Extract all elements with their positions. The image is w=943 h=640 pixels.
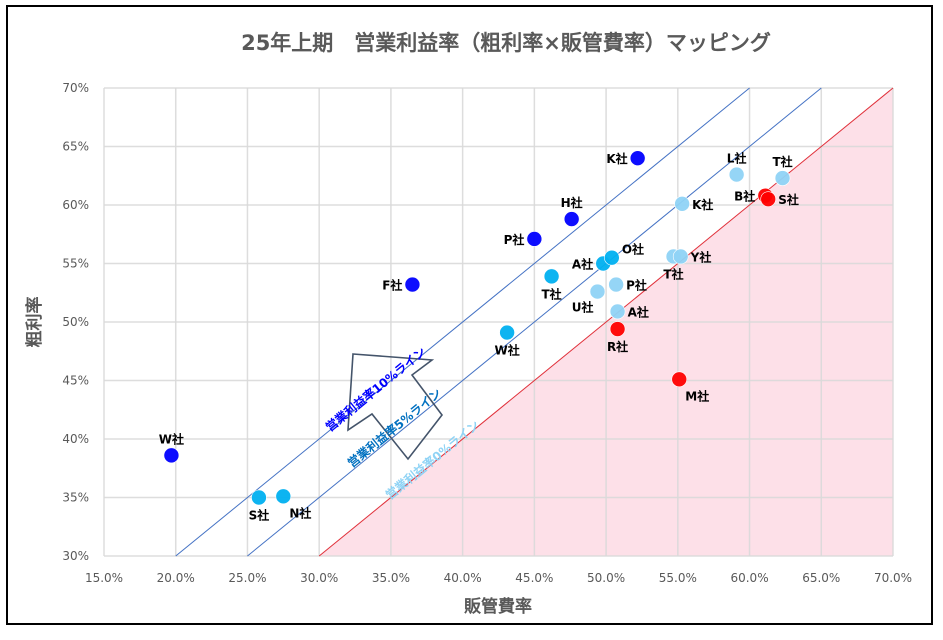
x-tick-label: 55.0%	[659, 571, 697, 585]
data-point	[609, 321, 626, 337]
data-point	[251, 489, 267, 506]
x-axis-title: 販管費率	[464, 596, 532, 617]
reference-line	[175, 87, 750, 557]
data-label: H社	[561, 195, 583, 210]
x-tick-label: 30.0%	[300, 571, 338, 585]
y-axis-title: 粗利率	[24, 297, 45, 348]
x-tick-label: 15.0%	[85, 571, 123, 585]
data-point	[629, 150, 646, 166]
data-point	[404, 276, 421, 293]
y-tick-label: 70%	[62, 81, 89, 95]
block-arrow-icon	[347, 353, 444, 461]
data-label: A社	[628, 304, 649, 319]
reference-line	[318, 87, 894, 557]
data-point	[608, 276, 624, 293]
chart-title: 25年上期 営業利益率（粗利率×販管費率）マッピング	[241, 31, 771, 55]
y-tick-label: 65%	[62, 140, 89, 154]
data-point	[543, 268, 560, 285]
data-label: T社	[663, 266, 683, 281]
data-label: F社	[382, 278, 402, 293]
x-tick-label: 35.0%	[372, 571, 410, 585]
y-tick-label: 55%	[62, 257, 89, 271]
x-tick-label: 65.0%	[802, 571, 840, 585]
y-tick-label: 40%	[62, 432, 89, 446]
data-label: U社	[572, 300, 594, 315]
y-tick-label: 50%	[62, 315, 89, 329]
data-label: Y社	[690, 249, 712, 264]
data-label: M社	[685, 388, 709, 403]
x-tick-label: 50.0%	[587, 571, 625, 585]
reference-lines	[175, 87, 894, 557]
reference-line	[247, 87, 822, 557]
x-tick-label: 70.0%	[874, 571, 912, 585]
data-labels: W社 S社 N社 F社 W社 P社 H社 T社 A社 O社 U社 P社 A社 R社 K社 K社 T社 Y社 M社 L社…	[159, 151, 799, 523]
x-tick-label: 25.0%	[228, 571, 266, 585]
data-point	[671, 371, 688, 388]
data-point	[589, 283, 606, 300]
data-label: W社	[494, 343, 519, 358]
data-label: P社	[626, 278, 647, 293]
data-point	[774, 170, 791, 186]
data-label: K社	[606, 151, 627, 166]
data-label: L社	[727, 151, 747, 166]
y-axis-ticks: 30% 35% 40% 45% 50% 55% 60% 65% 70%	[62, 81, 89, 563]
data-point	[672, 248, 689, 265]
data-label: O社	[622, 242, 644, 257]
x-tick-label: 60.0%	[730, 571, 768, 585]
x-tick-label: 45.0%	[515, 571, 553, 585]
data-label: T社	[541, 286, 561, 301]
data-label: W社	[159, 431, 184, 446]
data-point	[728, 166, 745, 183]
data-point	[563, 211, 580, 227]
data-label: A社	[572, 257, 593, 272]
data-label: B社	[734, 189, 755, 204]
data-label: S社	[249, 508, 270, 523]
y-tick-label: 60%	[62, 198, 89, 212]
data-label: R社	[607, 339, 628, 354]
data-point	[275, 488, 292, 505]
x-tick-label: 40.0%	[444, 571, 482, 585]
y-tick-label: 45%	[62, 374, 89, 388]
data-point	[604, 249, 620, 266]
data-label: P社	[504, 232, 525, 247]
data-point	[499, 324, 515, 341]
improvement-arrow	[347, 353, 444, 461]
data-points	[163, 150, 791, 506]
data-label: S社	[778, 192, 799, 207]
data-label: K社	[692, 197, 713, 212]
x-tick-label: 20.0%	[157, 571, 195, 585]
data-point	[674, 196, 690, 212]
data-label: T社	[772, 154, 792, 169]
data-point	[609, 303, 626, 320]
data-point	[760, 191, 776, 207]
data-label: N社	[289, 505, 311, 520]
x-axis-ticks: 15.0% 20.0% 25.0% 30.0% 35.0% 40.0% 45.0% 50.0%…	[85, 571, 912, 585]
data-point	[526, 231, 543, 247]
y-tick-label: 35%	[62, 491, 89, 505]
data-point	[163, 447, 180, 464]
y-tick-label: 30%	[62, 549, 89, 563]
